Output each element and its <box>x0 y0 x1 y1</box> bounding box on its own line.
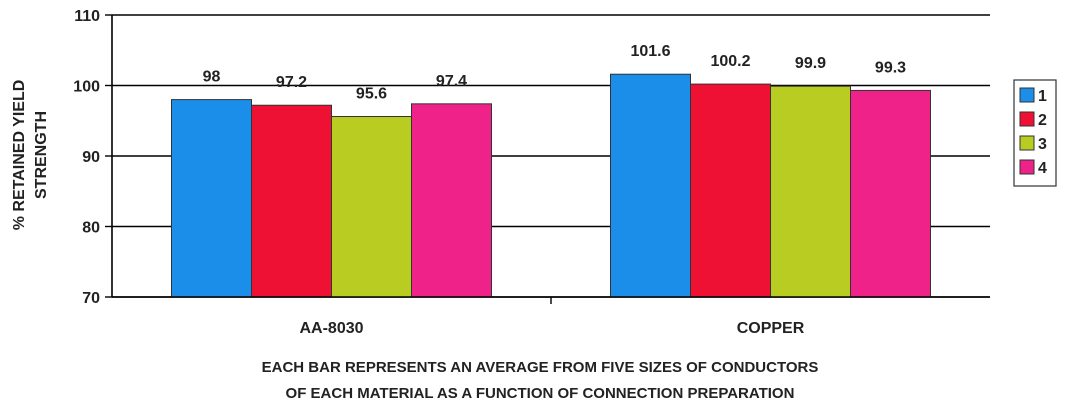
legend-swatch-3 <box>1019 135 1035 151</box>
category-labels: AA-8030 COPPER <box>299 320 804 337</box>
bar-copper-series-1 <box>610 73 691 298</box>
category-label: AA-8030 <box>299 320 363 337</box>
caption-line-1: EACH BAR REPRESENTS AN AVERAGE FROM FIVE… <box>262 359 819 376</box>
category-label: COPPER <box>737 320 805 337</box>
caption-line-2: OF EACH MATERIAL AS A FUNCTION OF CONNEC… <box>286 385 795 402</box>
legend-label-1: 1 <box>1038 88 1047 105</box>
legend-label-2: 2 <box>1038 112 1047 129</box>
bar-copper-series-4 <box>850 89 931 298</box>
data-label: 97.2 <box>276 74 307 91</box>
data-label: 99.3 <box>875 59 906 76</box>
bar-aa-8030-series-3 <box>331 116 412 298</box>
y-axis-title-line-1: % RETAINED YIELD <box>11 80 28 231</box>
bar-aa-8030-series-4 <box>411 103 492 298</box>
y-tick-label: 90 <box>82 149 100 166</box>
data-label: 98 <box>203 69 221 86</box>
y-axis-title-line-2: STRENGTH <box>33 111 50 199</box>
data-label: 97.4 <box>436 73 467 90</box>
legend-swatch-2 <box>1019 111 1035 127</box>
axes <box>111 15 990 298</box>
data-label: 100.2 <box>710 53 750 70</box>
legend-swatch-4 <box>1019 159 1035 175</box>
bar-copper-series-3 <box>770 85 851 298</box>
legend-label-4: 4 <box>1038 160 1047 177</box>
y-tick-label: 100 <box>73 79 100 96</box>
data-labels: 98 97.2 95.6 97.4 101.6 100.2 99.9 99.3 <box>203 43 907 102</box>
bar-copper-series-2 <box>690 83 771 298</box>
bar-aa-8030-series-2 <box>251 104 332 298</box>
data-label: 99.9 <box>795 55 826 72</box>
y-tick-label: 80 <box>82 220 100 237</box>
data-label: 95.6 <box>356 86 387 103</box>
legend-swatch-1 <box>1019 87 1035 103</box>
legend: 1 2 3 4 <box>1013 79 1057 187</box>
y-tick-label: 110 <box>74 8 100 25</box>
chart-caption: EACH BAR REPRESENTS AN AVERAGE FROM FIVE… <box>262 359 819 402</box>
y-tick-labels: 70 80 90 100 110 <box>73 8 100 307</box>
data-label: 101.6 <box>630 43 670 60</box>
y-tick-label: 70 <box>82 290 100 307</box>
legend-label-3: 3 <box>1038 136 1047 153</box>
bar-aa-8030-series-1 <box>171 99 252 298</box>
bars <box>171 73 931 298</box>
y-axis-title: % RETAINED YIELD STRENGTH <box>11 80 50 231</box>
